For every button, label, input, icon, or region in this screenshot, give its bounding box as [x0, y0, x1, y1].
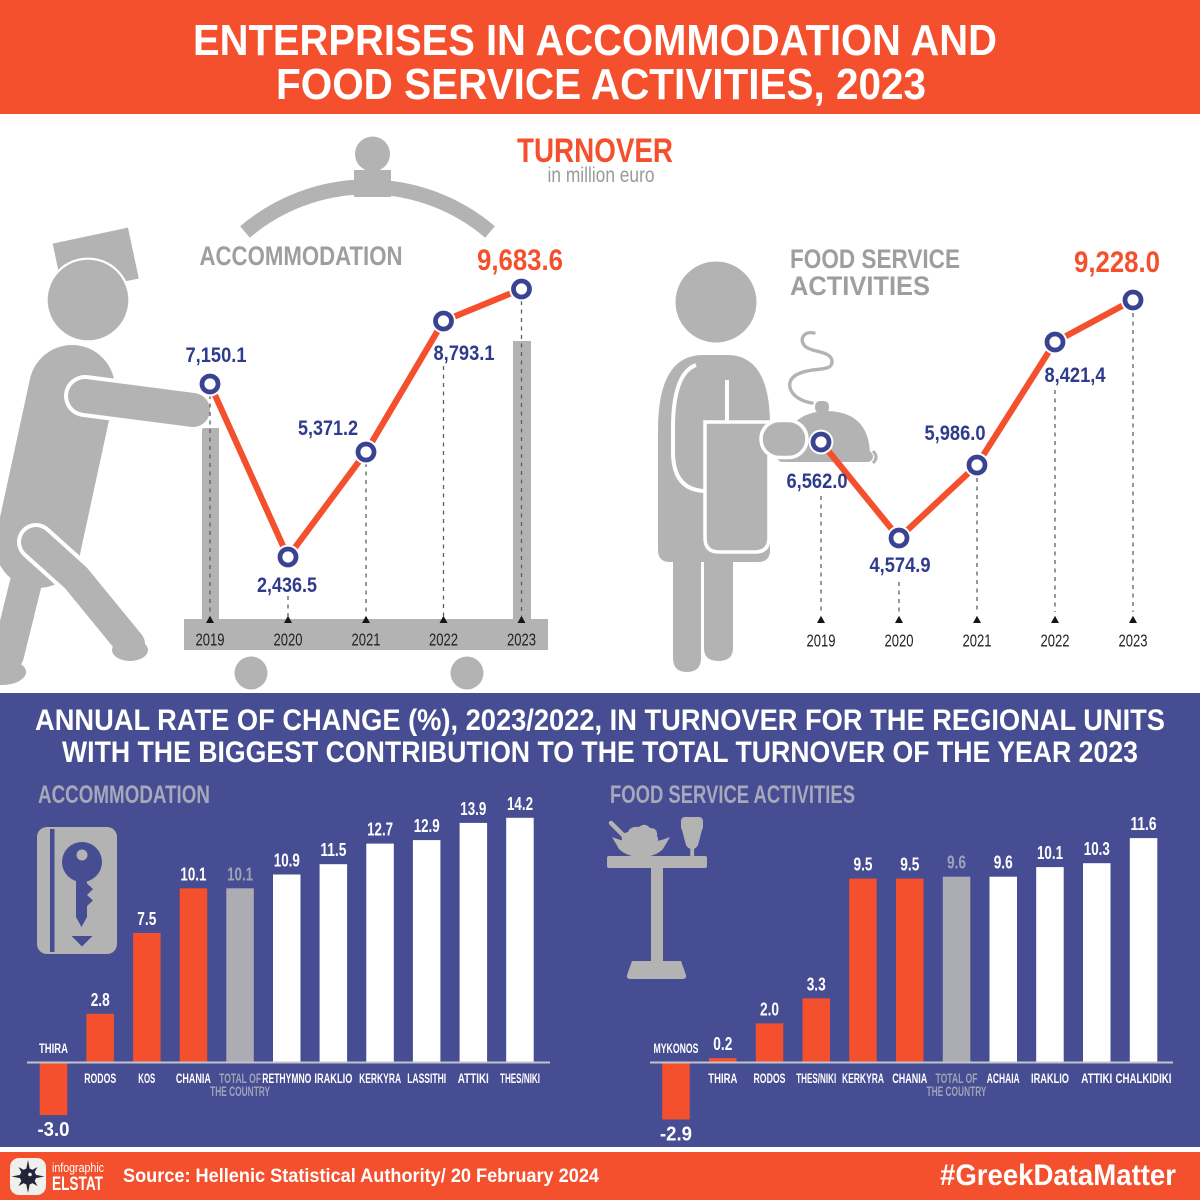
- svg-text:ATTIKI: ATTIKI: [458, 1071, 489, 1086]
- svg-text:9.6: 9.6: [947, 853, 966, 873]
- svg-text:8,793.1: 8,793.1: [434, 342, 495, 365]
- svg-text:2023: 2023: [507, 630, 536, 650]
- svg-text:9,228.0: 9,228.0: [1074, 246, 1160, 279]
- svg-text:RODOS: RODOS: [754, 1071, 786, 1086]
- svg-text:2,436.5: 2,436.5: [257, 574, 317, 597]
- svg-text:2021: 2021: [352, 630, 381, 650]
- svg-text:5,986.0: 5,986.0: [925, 422, 986, 445]
- svg-text:ELSTAT: ELSTAT: [52, 1174, 103, 1195]
- svg-text:THIRA: THIRA: [708, 1071, 737, 1086]
- svg-text:THE COUNTRY: THE COUNTRY: [210, 1084, 270, 1099]
- svg-text:ENTERPRISES IN ACCOMMODATION A: ENTERPRISES IN ACCOMMODATION AND: [193, 16, 997, 65]
- svg-text:FOOD SERVICE: FOOD SERVICE: [790, 244, 960, 274]
- svg-text:ATTIKI: ATTIKI: [1081, 1071, 1112, 1086]
- svg-text:#GreekDataMatter: #GreekDataMatter: [940, 1159, 1176, 1192]
- svg-text:RODOS: RODOS: [84, 1071, 116, 1086]
- svg-text:3.3: 3.3: [807, 974, 826, 994]
- svg-text:2019: 2019: [807, 631, 836, 651]
- svg-text:ACTIVITIES: ACTIVITIES: [790, 271, 930, 301]
- svg-text:7.5: 7.5: [137, 909, 156, 929]
- svg-text:10.1: 10.1: [1037, 843, 1063, 863]
- svg-text:TOTAL OF: TOTAL OF: [219, 1071, 261, 1086]
- svg-text:10.1: 10.1: [227, 864, 253, 884]
- svg-text:TOTAL OF: TOTAL OF: [936, 1071, 978, 1086]
- svg-text:11.6: 11.6: [1131, 814, 1157, 834]
- svg-text:2021: 2021: [963, 631, 992, 651]
- svg-text:Source: Hellenic Statistical A: Source: Hellenic Statistical Authority/ …: [123, 1166, 599, 1187]
- svg-text:infographic: infographic: [52, 1160, 104, 1175]
- svg-text:2023: 2023: [1119, 631, 1148, 651]
- svg-text:ANNUAL RATE OF CHANGE (%), 202: ANNUAL RATE OF CHANGE (%), 2023/2022, IN…: [35, 704, 1165, 737]
- svg-text:2022: 2022: [1041, 631, 1070, 651]
- svg-text:13.9: 13.9: [460, 799, 486, 819]
- svg-text:THES/NIKI: THES/NIKI: [796, 1071, 836, 1086]
- svg-text:FOOD SERVICE ACTIVITIES, 2023: FOOD SERVICE ACTIVITIES, 2023: [276, 60, 926, 109]
- svg-text:ACCOMMODATION: ACCOMMODATION: [200, 241, 403, 271]
- svg-text:2020: 2020: [885, 631, 914, 651]
- svg-text:2.8: 2.8: [91, 990, 110, 1010]
- svg-text:CHANIA: CHANIA: [892, 1071, 927, 1086]
- svg-text:KERKYRA: KERKYRA: [842, 1071, 884, 1086]
- svg-text:-3.0: -3.0: [38, 1119, 70, 1141]
- svg-text:6,562.0: 6,562.0: [787, 470, 848, 493]
- svg-text:WITH THE BIGGEST CONTRIBUTION: WITH THE BIGGEST CONTRIBUTION TO THE TOT…: [62, 736, 1138, 769]
- svg-text:2020: 2020: [274, 630, 303, 650]
- svg-text:TURNOVER: TURNOVER: [517, 132, 673, 170]
- svg-text:2019: 2019: [196, 630, 225, 650]
- svg-text:10.3: 10.3: [1084, 839, 1110, 859]
- svg-text:in million euro: in million euro: [548, 164, 655, 187]
- svg-text:THES/NIKI: THES/NIKI: [500, 1071, 540, 1086]
- svg-text:12.9: 12.9: [414, 816, 440, 836]
- svg-text:MYKONOS: MYKONOS: [654, 1041, 699, 1056]
- svg-text:14.2: 14.2: [507, 794, 533, 814]
- svg-text:4,574.9: 4,574.9: [870, 554, 931, 577]
- svg-text:10.9: 10.9: [274, 851, 300, 871]
- svg-text:12.7: 12.7: [367, 820, 393, 840]
- svg-text:9,683.6: 9,683.6: [477, 244, 563, 277]
- svg-text:2.0: 2.0: [760, 999, 779, 1019]
- svg-text:10.1: 10.1: [180, 864, 206, 884]
- svg-text:7,150.1: 7,150.1: [186, 344, 247, 367]
- svg-text:CHALKIDIKI: CHALKIDIKI: [1116, 1071, 1172, 1086]
- svg-text:KERKYRA: KERKYRA: [359, 1071, 401, 1086]
- svg-text:IRAKLIO: IRAKLIO: [1031, 1071, 1069, 1086]
- svg-text:KOS: KOS: [138, 1071, 155, 1086]
- svg-text:9.6: 9.6: [994, 853, 1013, 873]
- svg-text:CHANIA: CHANIA: [176, 1071, 211, 1086]
- svg-text:THIRA: THIRA: [39, 1041, 68, 1056]
- svg-text:RETHYMNO: RETHYMNO: [262, 1071, 311, 1086]
- svg-text:0.2: 0.2: [713, 1034, 732, 1054]
- svg-text:9.5: 9.5: [854, 855, 873, 875]
- svg-text:FOOD SERVICE ACTIVITIES: FOOD SERVICE ACTIVITIES: [610, 781, 855, 809]
- svg-text:LASSITHI: LASSITHI: [407, 1071, 446, 1086]
- svg-text:IRAKLIO: IRAKLIO: [314, 1071, 352, 1086]
- svg-text:9.5: 9.5: [900, 855, 919, 875]
- svg-text:2022: 2022: [429, 630, 458, 650]
- svg-text:8,421,4: 8,421,4: [1045, 364, 1106, 387]
- svg-text:ACHAIA: ACHAIA: [987, 1071, 1020, 1086]
- svg-text:ACCOMMODATION: ACCOMMODATION: [38, 781, 210, 809]
- svg-text:THE COUNTRY: THE COUNTRY: [927, 1084, 987, 1099]
- svg-text:-2.9: -2.9: [660, 1124, 692, 1146]
- svg-text:11.5: 11.5: [320, 840, 346, 860]
- svg-text:5,371.2: 5,371.2: [298, 417, 358, 440]
